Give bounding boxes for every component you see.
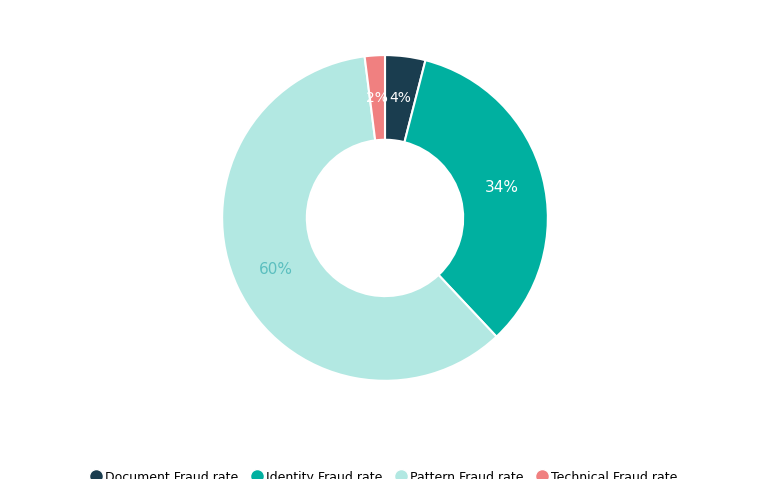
Text: 34%: 34% — [485, 181, 519, 195]
Wedge shape — [404, 60, 548, 337]
Wedge shape — [222, 57, 497, 381]
Wedge shape — [364, 55, 385, 140]
Text: 60%: 60% — [259, 262, 293, 277]
Text: 4%: 4% — [389, 91, 411, 105]
Text: 2%: 2% — [367, 91, 388, 105]
Legend: Document Fraud rate, Identity Fraud rate, Pattern Fraud rate, Technical Fraud ra: Document Fraud rate, Identity Fraud rate… — [88, 466, 682, 479]
Wedge shape — [385, 55, 426, 142]
